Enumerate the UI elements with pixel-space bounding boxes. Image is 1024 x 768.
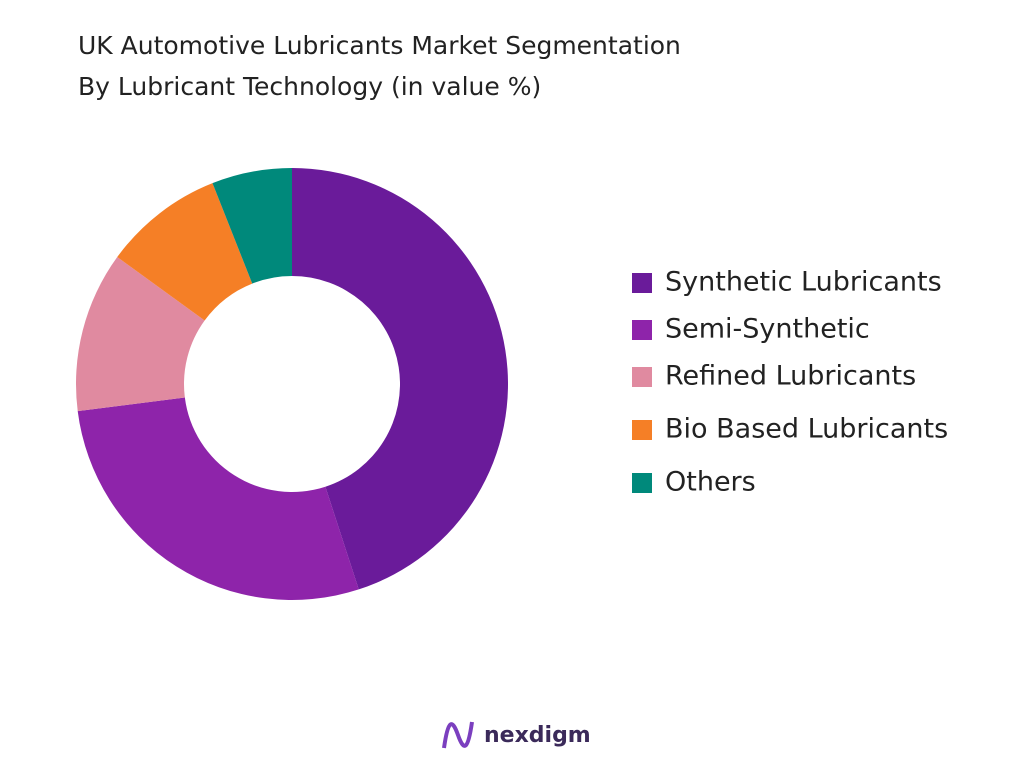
legend-label: Others	[665, 467, 756, 498]
legend-swatch	[632, 473, 652, 493]
donut-slice	[77, 397, 359, 601]
brand-name: nexdigm	[484, 723, 591, 748]
legend-label: Bio Based Lubricants	[665, 414, 948, 445]
legend-swatch	[632, 320, 652, 340]
legend-swatch	[632, 420, 652, 440]
donut-slice	[212, 168, 292, 284]
logo-icon	[442, 721, 474, 749]
chart-title: UK Automotive Lubricants Market Segmenta…	[78, 31, 681, 60]
legend-swatch	[632, 273, 652, 293]
brand-logo: nexdigm	[442, 721, 591, 749]
legend-label: Synthetic Lubricants	[665, 267, 942, 298]
legend-swatch	[632, 367, 652, 387]
donut-slice	[76, 257, 205, 412]
legend-label: Refined Lubricants	[665, 361, 916, 392]
donut-slice	[117, 183, 253, 321]
chart-subtitle: By Lubricant Technology (in value %)	[78, 72, 541, 101]
donut-slice	[292, 168, 509, 590]
legend-label: Semi-Synthetic	[665, 314, 870, 345]
